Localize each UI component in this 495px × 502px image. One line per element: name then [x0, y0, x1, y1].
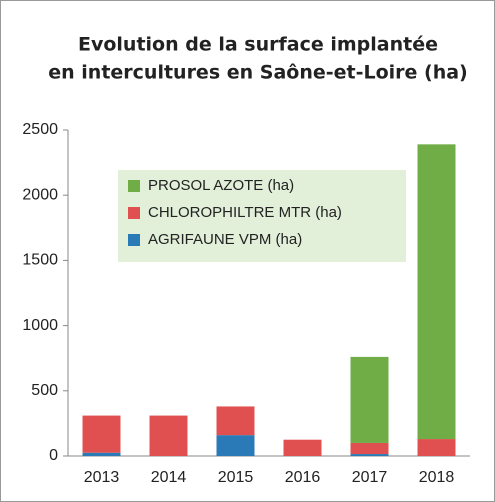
x-tick-label: 2013 — [84, 469, 120, 486]
bar-segment — [350, 442, 389, 455]
bar-segment — [149, 415, 188, 456]
chart-title: en intercultures en Saône-et-Loire (ha) — [48, 62, 468, 84]
y-tick-label: 1000 — [22, 317, 58, 334]
bar-segment — [417, 144, 456, 440]
bar-segment — [82, 415, 121, 453]
legend-box — [118, 170, 406, 262]
legend-swatch — [128, 234, 140, 246]
x-tick-label: 2018 — [419, 469, 455, 486]
x-tick-label: 2014 — [151, 469, 187, 486]
y-tick-label: 1500 — [22, 252, 58, 269]
legend-swatch — [128, 207, 140, 219]
bar-segment — [216, 406, 255, 436]
x-tick-label: 2015 — [218, 469, 254, 486]
bar-segment — [417, 439, 456, 456]
legend-label: PROSOL AZOTE (ha) — [148, 177, 294, 194]
y-tick-label: 500 — [31, 382, 58, 399]
x-tick-label: 2016 — [285, 469, 321, 486]
bar-segment — [350, 454, 389, 456]
y-tick-label: 2500 — [22, 121, 58, 138]
x-tick-label: 2017 — [352, 469, 388, 486]
chart-title: Evolution de la surface implantée — [78, 34, 438, 56]
bar-segment — [82, 452, 121, 456]
legend-label: AGRIFAUNE VPM (ha) — [148, 231, 302, 248]
y-tick-label: 0 — [49, 447, 58, 464]
bar-segment — [350, 356, 389, 443]
y-tick-label: 2000 — [22, 186, 58, 203]
bar-segment — [216, 435, 255, 456]
legend-swatch — [128, 180, 140, 192]
legend-label: CHLOROPHILTRE MTR (ha) — [148, 204, 342, 221]
bar-segment — [283, 439, 322, 456]
